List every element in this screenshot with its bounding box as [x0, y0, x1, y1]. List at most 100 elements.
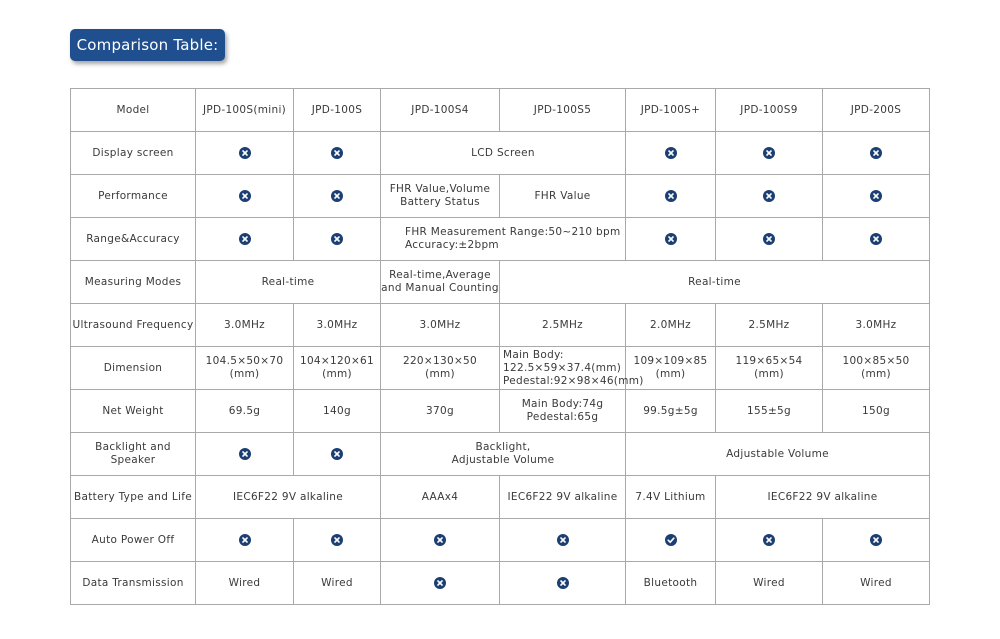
cross-icon	[434, 533, 446, 546]
table-cell	[195, 432, 294, 476]
row-label: Ultrasound Frequency	[70, 303, 196, 347]
table-cell: Wired	[195, 561, 294, 605]
cross-icon	[556, 576, 569, 589]
header-row: Model JPD-100S(mini) JPD-100S JPD-100S4 JPD-…	[70, 88, 930, 132]
table-cell: IEC6F22 9V alkaline	[715, 475, 930, 519]
table-cell: Bluetooth	[625, 561, 716, 605]
table-cell: 2.5MHz	[499, 303, 626, 347]
table-cell	[822, 131, 930, 175]
table-cell: 104.5×50×70 (mm)	[195, 346, 294, 390]
cross-icon	[870, 533, 882, 546]
column-header: JPD-100S	[293, 88, 381, 132]
table-cell: 2.5MHz	[715, 303, 823, 347]
table-cell	[625, 518, 716, 562]
table-cell	[625, 131, 716, 175]
table-cell: 2.0MHz	[625, 303, 716, 347]
table-cell: Backlight, Adjustable Volume	[380, 432, 626, 476]
table-cell: FHR Value	[499, 174, 626, 218]
table-cell	[195, 131, 294, 175]
table-row: Battery Type and Life IEC6F22 9V alkaline…	[70, 475, 930, 519]
column-header: JPD-200S	[822, 88, 930, 132]
table-cell	[293, 217, 381, 261]
table-cell: FHR Value,Volume Battery Status	[380, 174, 500, 218]
table-row: Display screen LCD Screen	[70, 131, 930, 175]
cross-icon	[331, 146, 343, 159]
table-cell: LCD Screen	[380, 131, 626, 175]
cross-icon	[763, 189, 775, 202]
cross-icon	[664, 232, 677, 245]
table-cell: AAAx4	[380, 475, 500, 519]
table-cell: 3.0MHz	[822, 303, 930, 347]
cross-icon	[238, 189, 251, 202]
table-cell	[293, 432, 381, 476]
table-cell: 3.0MHz	[380, 303, 500, 347]
row-label: Measuring Modes	[70, 260, 196, 304]
cross-icon	[238, 232, 251, 245]
table-cell	[499, 561, 626, 605]
table-cell: Real-time	[499, 260, 930, 304]
table-cell: 119×65×54 (mm)	[715, 346, 823, 390]
table-row: Net Weight 69.5g 140g 370g Main Body:74g Ped…	[70, 389, 930, 433]
cross-icon	[434, 576, 446, 589]
row-label: Performance	[70, 174, 196, 218]
title-badge: Comparison Table:	[70, 29, 225, 61]
table-cell: Wired	[715, 561, 823, 605]
row-label: Net Weight	[70, 389, 196, 433]
row-label: Battery Type and Life	[70, 475, 196, 519]
table-cell: Real-time	[195, 260, 381, 304]
column-header: Model	[70, 88, 196, 132]
table-row: Backlight and Speaker Backlight, Adjustab…	[70, 432, 930, 476]
table-cell	[822, 518, 930, 562]
table-cell	[822, 217, 930, 261]
cross-icon	[870, 146, 882, 159]
column-header: JPD-100S9	[715, 88, 823, 132]
table-cell	[195, 217, 294, 261]
table-cell: 100×85×50 (mm)	[822, 346, 930, 390]
table-cell	[715, 174, 823, 218]
cross-icon	[238, 447, 251, 460]
table-row: Measuring Modes Real-time Real-time,Averag…	[70, 260, 930, 304]
table-cell: 99.5g±5g	[625, 389, 716, 433]
table-cell: Wired	[822, 561, 930, 605]
table-cell	[293, 518, 381, 562]
column-header: JPD-100S+	[625, 88, 716, 132]
table-row: Data Transmission Wired Wired Bluetooth Wire…	[70, 561, 930, 605]
column-header: JPD-100S4	[380, 88, 500, 132]
table-cell	[293, 174, 381, 218]
table-cell	[380, 561, 500, 605]
cross-icon	[556, 533, 569, 546]
column-header: JPD-100S5	[499, 88, 626, 132]
cross-icon	[331, 189, 343, 202]
check-icon	[664, 533, 677, 546]
table-cell	[625, 217, 716, 261]
cross-icon	[870, 232, 882, 245]
cross-icon	[331, 533, 343, 546]
table-cell: 140g	[293, 389, 381, 433]
table-cell: 3.0MHz	[293, 303, 381, 347]
table-cell: 370g	[380, 389, 500, 433]
cross-icon	[763, 232, 775, 245]
row-label: Data Transmission	[70, 561, 196, 605]
table-cell: IEC6F22 9V alkaline	[195, 475, 381, 519]
table-cell: 7.4V Lithium	[625, 475, 716, 519]
cross-icon	[664, 189, 677, 202]
table-row: Ultrasound Frequency 3.0MHz 3.0MHz 3.0MHz 2.…	[70, 303, 930, 347]
table-cell	[293, 131, 381, 175]
table-row: Range&Accuracy FHR Measurement Range:50~2…	[70, 217, 930, 261]
table-cell: 220×130×50 (mm)	[380, 346, 500, 390]
table-row: Dimension 104.5×50×70 (mm) 104×120×61 (mm)…	[70, 346, 930, 390]
table-cell	[380, 518, 500, 562]
comparison-table: Model JPD-100S(mini) JPD-100S JPD-100S4 JPD-…	[70, 88, 930, 605]
cross-icon	[664, 146, 677, 159]
table-cell: IEC6F22 9V alkaline	[499, 475, 626, 519]
table-cell: 109×109×85 (mm)	[625, 346, 716, 390]
row-label: Dimension	[70, 346, 196, 390]
table-cell: Real-time,Average and Manual Counting	[380, 260, 500, 304]
table-cell: 155±5g	[715, 389, 823, 433]
row-label: Display screen	[70, 131, 196, 175]
row-label: Backlight and Speaker	[70, 432, 196, 476]
cross-icon	[763, 146, 775, 159]
cross-icon	[238, 533, 251, 546]
table-cell: Wired	[293, 561, 381, 605]
